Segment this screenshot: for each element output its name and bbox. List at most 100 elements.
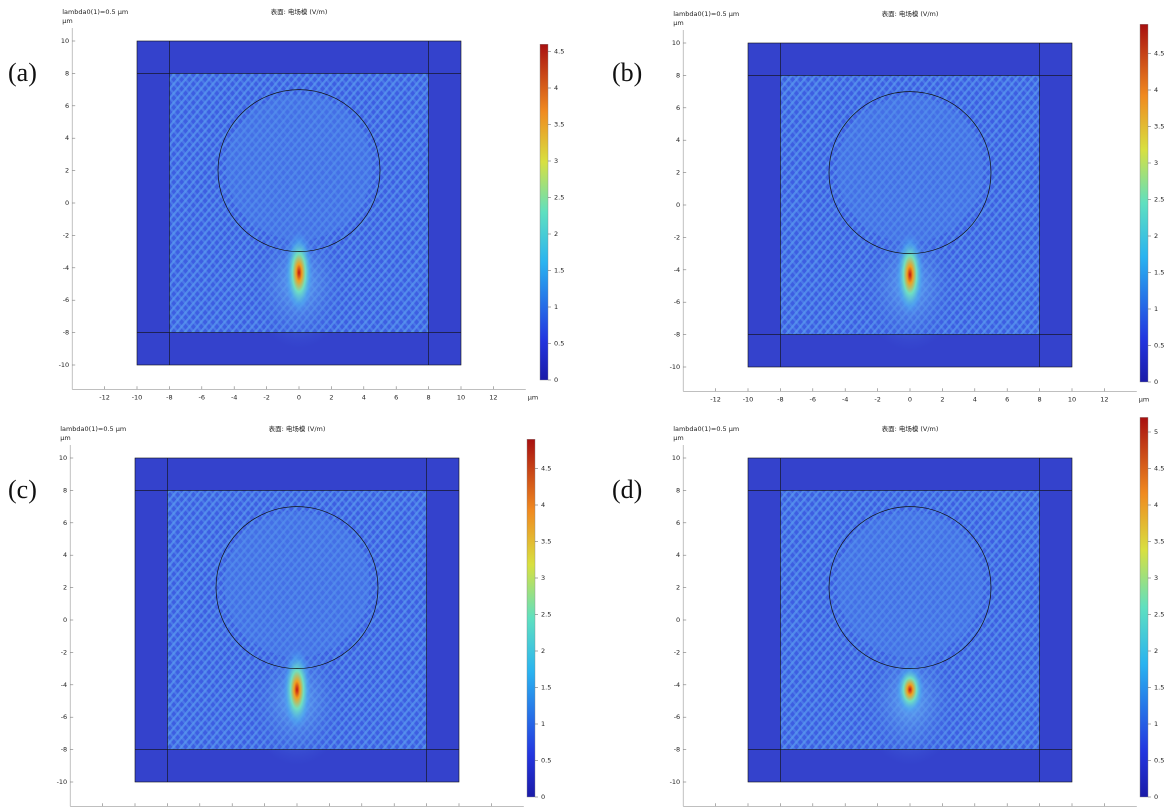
x-tick-label: -8 — [166, 393, 172, 401]
header-right: 表面: 电场模 (V/m) — [882, 424, 939, 433]
header-left: lambda0(1)=0.5 μm — [673, 10, 739, 18]
colorbar-tick-label: 1 — [541, 720, 545, 728]
header-right: 表面: 电场模 (V/m) — [271, 7, 328, 16]
colorbar-tick-label: 1.5 — [541, 684, 551, 692]
colorbar — [1139, 24, 1149, 383]
colorbar-tick-label: 4.5 — [554, 48, 564, 56]
colorbar-tick-label: 3 — [554, 157, 558, 165]
colorbar-tick-label: 3.5 — [541, 538, 551, 546]
domain-border — [136, 40, 462, 366]
colorbar — [539, 44, 549, 381]
y-tick-label: -4 — [63, 264, 69, 272]
y-unit: μm — [673, 19, 683, 27]
y-tick-label: 4 — [676, 551, 680, 559]
x-tick-label: 8 — [1038, 395, 1042, 403]
sphere-inside — [226, 94, 372, 241]
x-tick-label: 8 — [427, 393, 431, 401]
colorbar-tick-label: 5 — [1154, 428, 1158, 436]
x-tick-label: 10 — [457, 393, 465, 401]
colorbar-tick-label: 3.5 — [554, 121, 564, 129]
y-tick-label: 8 — [63, 486, 67, 494]
colorbar-tick-label: 2.5 — [541, 611, 551, 619]
y-tick-label: 2 — [63, 584, 67, 592]
colorbar-tick-label: 2.5 — [1154, 196, 1164, 204]
panel: (a) lambda0(1)=0.5 μm 表面: 电场模 (V/m) μm μm -12… — [8, 7, 564, 401]
focus — [284, 230, 314, 315]
colorbar-tick-label: 1.5 — [554, 267, 564, 275]
x-unit: μm — [528, 393, 538, 401]
colorbar-tick-label: 3.5 — [1154, 538, 1164, 546]
colorbar-tick-label: 0 — [1154, 793, 1158, 801]
y-tick-label: -10 — [670, 778, 681, 786]
x-tick-label: -8 — [777, 395, 783, 403]
header-right: 表面: 电场模 (V/m) — [269, 424, 326, 433]
sphere — [217, 89, 381, 252]
y-tick-label: -8 — [674, 746, 680, 754]
y-tick-label: -10 — [59, 361, 70, 369]
colorbar-tick-label: 2 — [1154, 647, 1158, 655]
x-tick-label: 10 — [1068, 395, 1076, 403]
y-tick-label: 8 — [676, 71, 680, 79]
y-tick-label: 10 — [672, 454, 680, 462]
sphere-inside — [837, 96, 983, 243]
header-left: lambda0(1)=0.5 μm — [673, 425, 739, 433]
sphere — [215, 506, 379, 669]
y-tick-label: -6 — [674, 298, 680, 306]
y-tick-label: -2 — [63, 231, 69, 239]
x-tick-label: -12 — [710, 395, 721, 403]
sphere-inside — [224, 511, 370, 658]
x-tick-label: 2 — [329, 393, 333, 401]
colorbar-tick-label: 2 — [1154, 232, 1158, 240]
y-unit: μm — [673, 434, 683, 442]
y-tick-label: 8 — [676, 486, 680, 494]
x-tick-label: -12 — [99, 393, 110, 401]
y-tick-label: -2 — [674, 648, 680, 656]
colorbar-tick-label: 2 — [541, 647, 545, 655]
colorbar-tick-label: 3 — [541, 574, 545, 582]
panel-label: (c) — [8, 475, 37, 504]
y-unit: μm — [62, 17, 72, 25]
colorbar-tick-label: 2.5 — [554, 194, 564, 202]
focus — [282, 647, 312, 732]
x-unit: μm — [1139, 395, 1149, 403]
y-tick-label: 0 — [676, 616, 680, 624]
y-tick-label: -4 — [674, 681, 680, 689]
x-tick-label: 0 — [908, 395, 912, 403]
y-tick-label: 6 — [65, 102, 69, 110]
colorbar-tick-label: 1 — [1154, 305, 1158, 313]
y-tick-label: -4 — [674, 266, 680, 274]
colorbar-tick-label: 1 — [554, 303, 558, 311]
y-tick-label: -2 — [61, 648, 67, 656]
colorbar-tick-label: 0.5 — [1154, 342, 1164, 350]
x-tick-label: -4 — [231, 393, 237, 401]
y-tick-label: 4 — [63, 551, 67, 559]
x-tick-label: 6 — [394, 393, 398, 401]
sphere — [828, 506, 992, 669]
sphere — [828, 91, 992, 254]
focus — [895, 232, 925, 317]
colorbar-tick-label: 3.5 — [1154, 123, 1164, 131]
x-tick-label: -6 — [199, 393, 205, 401]
y-tick-label: -10 — [57, 778, 68, 786]
y-tick-label: -6 — [674, 713, 680, 721]
y-tick-label: 0 — [63, 616, 67, 624]
colorbar-tick-label: 4 — [541, 501, 545, 509]
x-tick-label: -10 — [743, 395, 754, 403]
x-tick-label: -2 — [263, 393, 269, 401]
y-tick-label: 10 — [59, 454, 67, 462]
colorbar-tick-label: 0 — [1154, 378, 1158, 386]
header-left: lambda0(1)=0.5 μm — [62, 8, 128, 16]
domain-border — [747, 42, 1073, 368]
y-tick-label: 0 — [676, 201, 680, 209]
colorbar-tick-label: 3 — [1154, 574, 1158, 582]
colorbar-tick-label: 4 — [1154, 501, 1158, 509]
x-tick-label: 12 — [489, 393, 497, 401]
y-tick-label: 6 — [676, 104, 680, 112]
x-tick-label: -10 — [132, 393, 143, 401]
y-tick-label: 10 — [61, 37, 69, 45]
x-tick-label: -6 — [810, 395, 816, 403]
x-tick-label: 0 — [297, 393, 301, 401]
panel-label: (b) — [612, 58, 642, 87]
